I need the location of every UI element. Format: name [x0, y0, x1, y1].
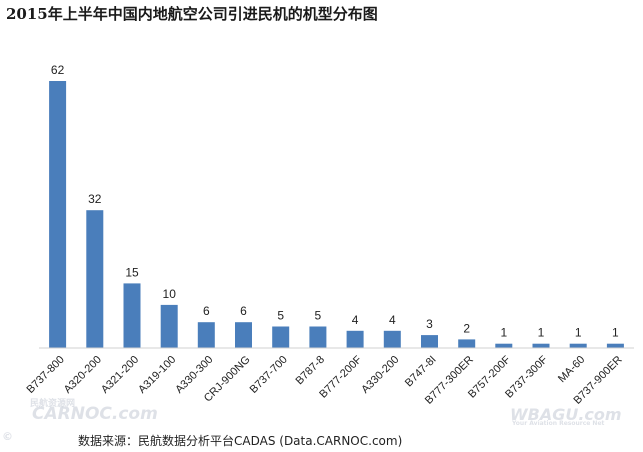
value-label: 1 — [612, 326, 619, 340]
value-label: 15 — [125, 265, 139, 279]
value-label: 4 — [352, 313, 359, 327]
value-label: 3 — [426, 317, 433, 331]
watermark-left: CARNOC.com — [32, 404, 158, 424]
value-label: 1 — [538, 326, 545, 340]
bar-b747-8i — [421, 335, 438, 348]
bar-a320-200 — [86, 210, 104, 348]
bar-b777-300er — [458, 339, 476, 348]
bar-a319-100 — [160, 304, 178, 348]
value-label: 1 — [575, 326, 582, 340]
bar-b757-200f — [495, 343, 513, 348]
value-label: 10 — [163, 287, 177, 301]
bar-b737-800 — [49, 81, 67, 348]
watermark-left-sub: 民航资源网 — [30, 399, 76, 409]
x-tick-label: MA-60 — [556, 354, 587, 385]
value-label: 5 — [277, 309, 284, 323]
x-tick-label: A330-200 — [359, 354, 401, 396]
x-tick-label: B737-700 — [248, 354, 290, 396]
x-tick-label: B787-8 — [293, 354, 327, 388]
value-label: 62 — [51, 63, 65, 77]
bar-crj-900ng — [235, 322, 252, 348]
x-tick-label: A320-200 — [62, 354, 104, 396]
chart-title: 2015年上半年中国内地航空公司引进民机的机型分布图 — [6, 5, 378, 23]
value-label: 5 — [315, 309, 322, 323]
bar-a321-200 — [123, 283, 141, 348]
source-note: 数据来源：民航数据分析平台CADAS (Data.CARNOC.com) — [78, 434, 403, 448]
bar-a330-200 — [383, 330, 401, 348]
value-label: 1 — [500, 326, 507, 340]
value-label: 32 — [88, 192, 102, 206]
value-label: 4 — [389, 313, 396, 327]
bar-ma-60 — [569, 343, 587, 348]
watermark-right: WBAGU.com — [510, 405, 622, 424]
bar-b737-900er — [606, 343, 624, 348]
x-tick-label: B747-8I — [403, 354, 439, 390]
x-tick-label: A321-200 — [99, 354, 141, 396]
x-tick-label: A319-100 — [136, 354, 178, 396]
bar-b787-8 — [309, 326, 327, 348]
value-label: 6 — [240, 304, 247, 318]
value-label: 6 — [203, 304, 210, 318]
x-tick-label: B737-800 — [25, 354, 67, 396]
watermark-right-sub: Your Aviation Resource Net — [512, 420, 605, 427]
bar-b737-300f — [532, 343, 550, 348]
bar-b777-200f — [346, 330, 364, 348]
bar-b737-700 — [272, 326, 290, 348]
watermark-corner: © — [2, 430, 13, 443]
bar-a330-300 — [197, 322, 215, 348]
value-label: 2 — [463, 321, 470, 335]
